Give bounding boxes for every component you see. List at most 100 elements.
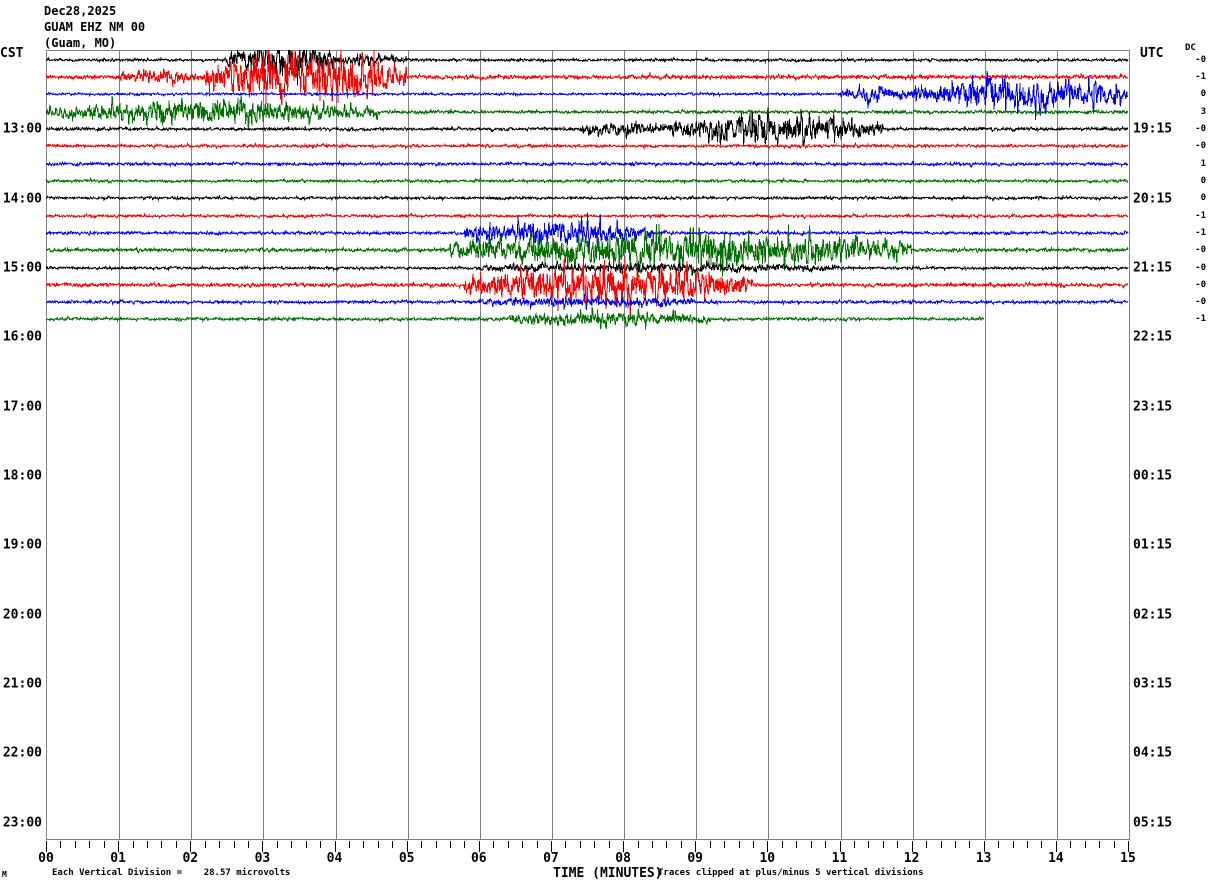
- left-time-label-3: 16:00: [2, 329, 42, 345]
- x-tick-minor: [637, 841, 639, 848]
- left-time-label-10: 23:00: [2, 815, 42, 830]
- x-label-11: 11: [831, 851, 848, 866]
- x-tick-major-4: [334, 841, 336, 852]
- gridline-minute-7: [551, 51, 553, 839]
- x-tick-minor: [493, 841, 495, 848]
- left-time-label-6: 19:00: [2, 537, 42, 553]
- x-tick-minor: [781, 841, 783, 848]
- x-tick-minor: [536, 841, 538, 848]
- left-time-label-5: 18:00: [2, 468, 42, 484]
- dc-value-3: 0: [1200, 89, 1206, 99]
- x-tick-major-1: [118, 841, 120, 852]
- x-label-2: 02: [182, 851, 199, 866]
- x-tick-minor: [608, 841, 610, 848]
- x-tick-minor: [738, 841, 740, 848]
- x-tick-major-9: [695, 841, 697, 852]
- x-tick-minor: [161, 841, 163, 848]
- header-location: (Guam, MO): [44, 36, 117, 50]
- x-tick-minor: [320, 841, 322, 848]
- left-time-label-2: 15:00: [2, 260, 42, 276]
- x-tick-minor: [666, 841, 668, 848]
- gridline-minute-11: [840, 51, 842, 839]
- x-tick-minor: [248, 841, 249, 848]
- dc-value-5: -0: [1195, 124, 1206, 134]
- x-tick-major-2: [190, 841, 192, 852]
- x-tick-minor: [810, 841, 812, 848]
- right-time-label-2: 21:15: [1133, 260, 1173, 276]
- x-tick-minor: [853, 841, 855, 848]
- x-label-3: 03: [254, 851, 271, 866]
- dc-value-10: -1: [1195, 211, 1206, 221]
- x-tick-minor: [392, 841, 394, 848]
- gridline-minute-10: [768, 51, 770, 839]
- x-label-7: 07: [543, 851, 559, 866]
- x-tick-minor: [421, 841, 423, 848]
- x-tick-minor: [363, 841, 365, 848]
- gridline-minute-1: [119, 51, 121, 839]
- x-tick-minor: [291, 841, 293, 848]
- header-channel: GUAM EHZ NM 00: [44, 20, 146, 34]
- right-time-label-1: 20:15: [1133, 191, 1173, 207]
- right-time-label-8: 03:15: [1133, 676, 1173, 692]
- x-tick-minor: [882, 841, 884, 848]
- x-tick-major-11: [839, 841, 841, 852]
- x-tick-minor: [522, 841, 524, 848]
- corner-mark: M: [2, 870, 7, 879]
- seismogram-plot-area: [46, 50, 1130, 840]
- left-time-label-8: 21:00: [2, 676, 42, 692]
- x-tick-minor: [1084, 841, 1086, 848]
- x-tick-minor: [926, 841, 927, 848]
- right-time-label-10: 05:15: [1133, 815, 1173, 830]
- dc-value-7: 1: [1200, 159, 1206, 169]
- x-tick-minor: [1041, 841, 1043, 848]
- right-time-label-4: 23:15: [1133, 399, 1173, 415]
- x-tick-minor: [940, 841, 942, 848]
- gridline-minute-5: [407, 51, 409, 839]
- dc-value-6: -0: [1195, 141, 1206, 151]
- x-tick-major-3: [262, 841, 264, 852]
- dc-value-14: -0: [1195, 280, 1206, 290]
- right-time-label-3: 22:15: [1133, 329, 1173, 345]
- x-tick-minor: [680, 841, 682, 848]
- x-tick-major-15: [1128, 841, 1129, 852]
- x-tick-major-14: [1055, 841, 1057, 852]
- gridline-minute-8: [624, 51, 626, 839]
- x-tick-minor: [175, 841, 177, 848]
- x-tick-minor: [305, 841, 307, 848]
- x-label-8: 08: [615, 851, 631, 866]
- dc-value-4: 3: [1200, 107, 1206, 117]
- x-tick-minor: [998, 841, 1000, 848]
- x-tick-minor: [204, 841, 206, 848]
- x-tick-minor: [219, 841, 221, 848]
- gridline-minute-4: [335, 51, 337, 839]
- x-label-4: 04: [326, 851, 343, 866]
- x-tick-minor: [507, 841, 509, 848]
- x-tick-major-7: [550, 841, 552, 852]
- x-tick-minor: [132, 841, 134, 848]
- x-tick-minor: [74, 841, 76, 848]
- x-tick-minor: [897, 841, 899, 848]
- x-label-13: 13: [975, 851, 992, 866]
- gridline-minute-12: [912, 51, 914, 839]
- gridline-minute-9: [696, 51, 698, 839]
- scale-note: Each Vertical Division = 28.57 microvolt…: [52, 868, 291, 878]
- x-label-1: 01: [110, 851, 126, 866]
- x-tick-minor: [103, 841, 105, 848]
- x-tick-minor: [1012, 841, 1014, 848]
- dc-value-16: -1: [1195, 314, 1206, 324]
- left-time-label-4: 17:00: [2, 399, 42, 415]
- x-label-5: 05: [398, 851, 415, 866]
- x-tick-major-0: [46, 841, 47, 852]
- gridline-minute-14: [1056, 51, 1058, 839]
- x-tick-minor: [752, 841, 754, 848]
- x-tick-major-8: [623, 841, 625, 852]
- dc-value-2: -1: [1195, 72, 1206, 82]
- dc-column-label: DC: [1185, 43, 1196, 53]
- vertical-gridlines: [47, 51, 1129, 839]
- dc-value-8: 0: [1200, 176, 1206, 186]
- x-tick-minor: [1099, 841, 1101, 848]
- dc-value-12: -0: [1195, 245, 1206, 255]
- x-tick-minor: [147, 841, 148, 848]
- x-tick-minor: [565, 841, 567, 848]
